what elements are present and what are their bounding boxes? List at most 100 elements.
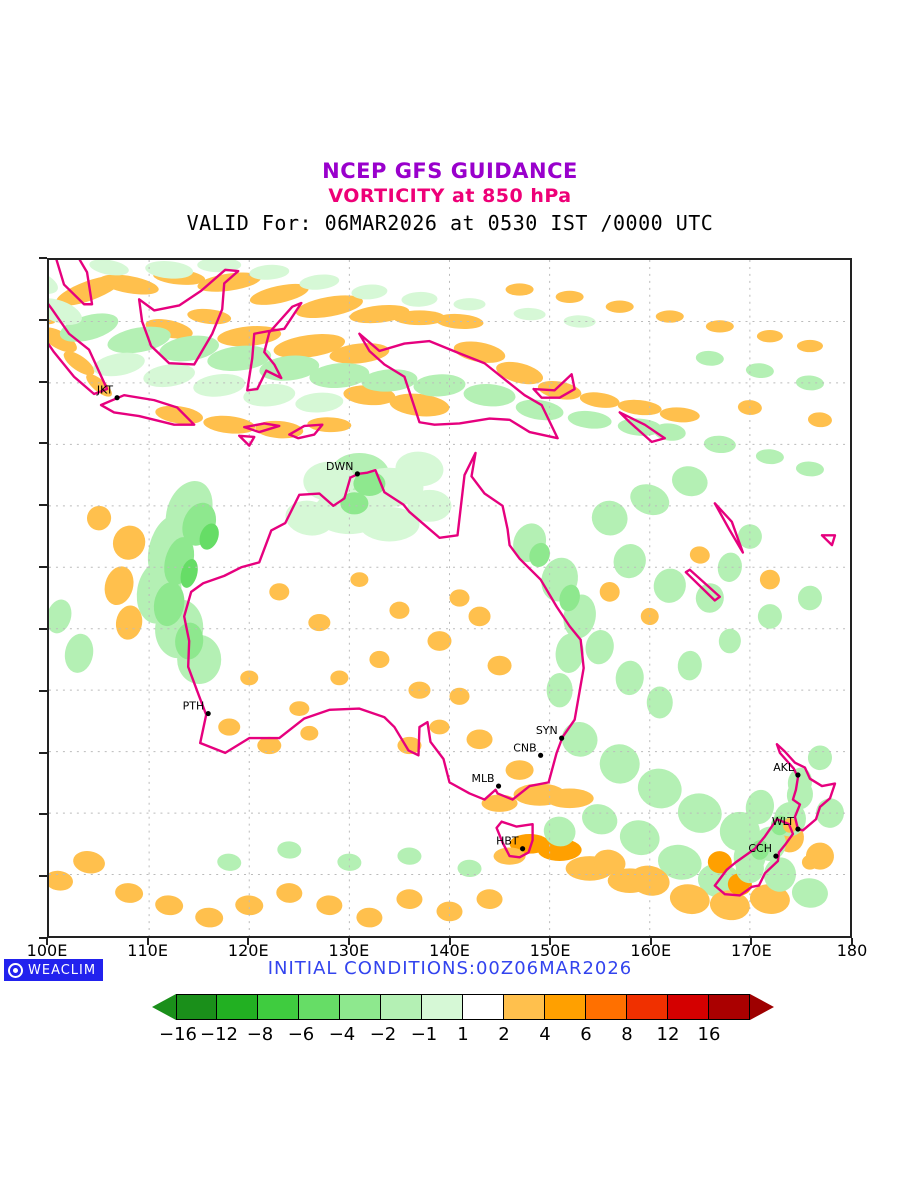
vorticity-region: [745, 789, 775, 825]
vorticity-region: [64, 633, 94, 673]
vorticity-region: [505, 283, 534, 296]
vorticity-region: [657, 844, 702, 880]
vorticity-region: [276, 883, 303, 903]
colorbar-cell: [627, 994, 668, 1020]
vorticity-region: [637, 768, 682, 809]
circle-logo-icon: [8, 962, 23, 978]
vorticity-region: [73, 851, 105, 874]
vorticity-region: [285, 500, 334, 536]
vorticity-region: [630, 484, 670, 516]
city-marker: [795, 826, 801, 832]
vorticity-region: [466, 729, 493, 750]
vorticity-region: [593, 849, 626, 875]
colorbar-tick-label: 2: [498, 1024, 510, 1045]
coastline-flores: [243, 422, 281, 434]
vorticity-region: [89, 260, 129, 276]
vorticity-region: [155, 895, 184, 916]
colorbar-tick-label: −12: [200, 1024, 238, 1045]
vorticity-region: [537, 838, 582, 862]
x-tick-mark: [247, 938, 250, 945]
vorticity-region: [476, 889, 503, 909]
coastline-vanuatu: [713, 502, 745, 554]
x-tick-mark: [146, 938, 149, 945]
vorticity-region: [159, 335, 219, 362]
vorticity-region: [756, 330, 783, 343]
vorticity-region: [801, 854, 818, 870]
vorticity-region: [180, 559, 198, 588]
y-tick-mark: [39, 380, 47, 383]
vorticity-region: [787, 767, 813, 798]
y-tick-mark: [39, 689, 47, 692]
vorticity-region: [449, 589, 470, 607]
city-marker: [205, 710, 211, 717]
colorbar-tick-label: −6: [287, 1024, 315, 1045]
vorticity-region: [389, 601, 410, 619]
vorticity-region: [671, 466, 708, 497]
colorbar-cell: [381, 994, 422, 1020]
city-label: JKT: [96, 384, 114, 397]
x-tick-mark: [347, 938, 350, 945]
vorticity-region: [757, 604, 782, 629]
vorticity-region: [797, 585, 822, 611]
city-label: SYN: [536, 724, 558, 737]
city-label: AKL: [773, 761, 795, 774]
vorticity-region: [199, 523, 219, 550]
vorticity-region: [555, 633, 584, 673]
city-label: PTH: [183, 700, 205, 713]
vorticity-region: [605, 300, 634, 313]
vorticity-region: [217, 853, 242, 871]
vorticity-region: [413, 374, 466, 397]
vorticity-region: [515, 399, 564, 421]
vorticity-region: [308, 613, 331, 632]
map-plot-area[interactable]: JKT DWN PTH SYN CNB MLB HBT AKL WLT CCH: [47, 258, 852, 938]
vorticity-region: [153, 582, 185, 627]
vorticity-region: [107, 326, 171, 354]
vorticity-region: [316, 895, 343, 916]
vorticity-region: [567, 410, 612, 429]
vorticity-region: [807, 412, 832, 428]
coastline-nz_north: [775, 743, 837, 832]
vorticity-region: [397, 847, 422, 865]
chart-subtitle: VORTICITY at 850 hPa: [328, 185, 572, 207]
vorticity-region: [750, 840, 769, 860]
city-label: CNB: [513, 741, 536, 754]
vorticity-region: [257, 736, 282, 755]
vorticity-region: [613, 544, 646, 579]
vorticity-region: [659, 407, 700, 423]
vorticity-region: [677, 793, 722, 833]
vorticity-region: [340, 492, 369, 515]
vorticity-region: [49, 599, 72, 634]
vorticity-region: [737, 524, 762, 549]
vorticity-region: [669, 884, 710, 915]
vorticity-region: [807, 745, 832, 771]
city-marker: [773, 853, 779, 859]
vorticity-region: [235, 895, 264, 916]
vorticity-region: [115, 883, 144, 903]
colorbar-cell: [258, 994, 299, 1020]
vorticity-region: [755, 449, 784, 465]
vorticity-region: [295, 295, 363, 319]
y-tick-mark: [39, 875, 47, 878]
vorticity-region: [369, 650, 390, 669]
vorticity-region: [703, 435, 736, 454]
coastline-java: [99, 394, 196, 426]
colorbar-cell: [709, 994, 750, 1020]
colorbar-tick-label: 12: [656, 1024, 680, 1045]
x-tick-mark: [750, 938, 753, 945]
vorticity-region: [49, 327, 77, 353]
vorticity-region: [396, 889, 423, 909]
vorticity-region: [457, 859, 482, 878]
vorticity-region: [555, 290, 584, 304]
weaclim-logo[interactable]: WEACLIM: [4, 959, 104, 981]
vorticity-region: [655, 310, 684, 323]
vorticity-region: [546, 672, 573, 708]
coastline-malay: [55, 260, 94, 306]
vorticity-region: [49, 870, 73, 891]
colorbar-extend-high: [750, 994, 774, 1020]
vorticity-region: [543, 816, 576, 847]
city-marker: [795, 772, 801, 778]
city-marker: [495, 783, 502, 789]
y-tick-mark: [39, 504, 47, 507]
